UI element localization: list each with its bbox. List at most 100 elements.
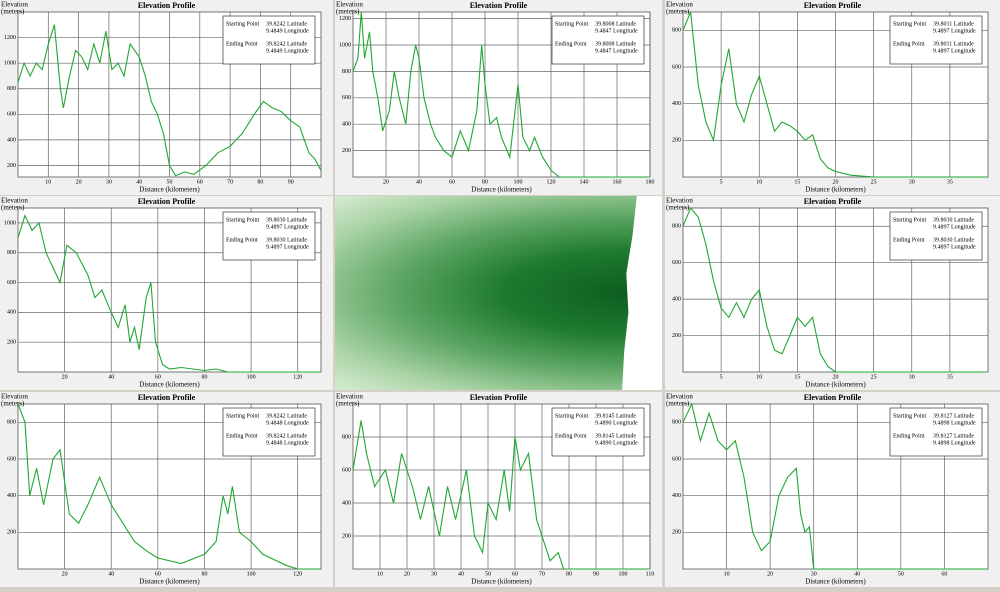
x-tick-label: 50 (485, 571, 491, 577)
chart: Elevation Profile Elevation(meters) Distan… (1, 1, 322, 194)
x-tick-label: 20 (833, 179, 839, 185)
x-tick-label: 80 (201, 571, 207, 577)
elevation-panel: Elevation Profile Elevation (meters) Distan… (0, 196, 333, 390)
y-tick-label: 200 (7, 530, 16, 536)
info-text: 9.4897 Longitude (266, 224, 309, 230)
y-tick-label: 800 (7, 250, 16, 256)
y-tick-label: 400 (672, 101, 681, 107)
y-axis-label: Elevation (1, 1, 28, 9)
y-tick-label: 400 (7, 310, 16, 316)
info-text: Ending Point (555, 41, 587, 47)
info-text: 9.4898 Longitude (933, 420, 976, 426)
chart: Elevation Profile Elevation(meters) Distan… (666, 393, 989, 586)
x-tick-label: 25 (871, 374, 877, 380)
x-tick-label: 30 (106, 179, 112, 185)
y-tick-label: 200 (672, 530, 681, 536)
info-box (222, 15, 316, 65)
x-tick-label: 40 (108, 571, 114, 577)
chart-title: Elevation Profile (804, 1, 862, 10)
info-text: Ending Point (555, 433, 587, 439)
x-tick-label: 15 (794, 179, 800, 185)
x-tick-label: 80 (566, 571, 572, 577)
info-text: Starting Point (893, 21, 927, 27)
x-axis-label: Distance (kilometers) (471, 186, 532, 194)
y-tick-label: 400 (7, 137, 16, 143)
x-tick-label: 120 (547, 179, 556, 185)
info-text: Ending Point (226, 237, 258, 243)
info-text: Starting Point (893, 413, 927, 419)
y-axis-label: Elevation (666, 393, 693, 401)
x-tick-label: 40 (416, 179, 422, 185)
y-tick-label: 200 (7, 340, 16, 346)
x-tick-label: 60 (512, 571, 518, 577)
y-tick-label: 600 (7, 112, 16, 118)
y-tick-label: 400 (672, 296, 681, 302)
chart-title: Elevation Profile (470, 393, 528, 402)
x-tick-label: 20 (404, 571, 410, 577)
elevation-line (682, 402, 988, 570)
info-text: 39.8127 Latitude (933, 413, 974, 419)
x-tick-label: 40 (108, 374, 114, 380)
chart: Elevation Profile Elevation(meters) Distan… (336, 393, 654, 586)
info-text: Starting Point (893, 217, 927, 223)
info-text: 39.8030 Latitude (933, 237, 974, 243)
y-tick-label: 200 (7, 163, 16, 169)
y-tick-label: 200 (342, 533, 351, 539)
y-tick-label: 400 (342, 500, 351, 506)
y-axis-unit: (meters) (1, 204, 25, 212)
y-tick-label: 1000 (4, 61, 16, 67)
x-tick-label: 10 (756, 179, 762, 185)
info-text: Ending Point (226, 433, 258, 439)
x-tick-label: 70 (539, 571, 545, 577)
info-box (889, 407, 983, 457)
info-text: Starting Point (226, 217, 260, 223)
y-tick-label: 600 (7, 456, 16, 462)
info-text: Ending Point (893, 433, 925, 439)
x-axis-label: Distance (kilometers) (805, 381, 866, 389)
y-tick-label: 1000 (4, 220, 16, 226)
y-axis-label: Elevation (336, 393, 363, 401)
y-axis-unit: (meters) (666, 204, 690, 212)
info-text: 9.4848 Longitude (266, 440, 309, 446)
y-axis-label: Elevation (336, 1, 363, 9)
info-box (551, 15, 645, 65)
info-text: 39.8242 Latitude (266, 413, 307, 419)
info-text: 9.4897 Longitude (933, 48, 976, 54)
chart: Elevation Profile Elevation(meters) Distan… (666, 1, 989, 194)
y-tick-label: 600 (7, 280, 16, 286)
x-tick-label: 160 (613, 179, 622, 185)
chart-title: Elevation Profile (138, 1, 196, 10)
x-tick-label: 70 (227, 179, 233, 185)
elevation-line (17, 213, 321, 373)
y-axis-label: Elevation (1, 393, 28, 401)
y-tick-label: 800 (342, 69, 351, 75)
x-tick-label: 20 (62, 374, 68, 380)
y-tick-label: 1200 (339, 16, 351, 22)
info-text: 39.8242 Latitude (266, 41, 307, 47)
x-tick-label: 120 (293, 374, 302, 380)
x-axis-label: Distance (kilometers) (805, 578, 866, 586)
y-tick-label: 600 (672, 64, 681, 70)
x-tick-label: 20 (383, 179, 389, 185)
x-tick-label: 10 (756, 374, 762, 380)
x-tick-label: 20 (833, 374, 839, 380)
chart-title: Elevation Profile (804, 393, 862, 402)
x-tick-label: 140 (580, 179, 589, 185)
x-tick-label: 60 (197, 179, 203, 185)
info-text: 9.4890 Longitude (595, 420, 638, 426)
info-text: Starting Point (226, 413, 260, 419)
x-tick-label: 5 (720, 374, 723, 380)
info-text: 39.8030 Latitude (266, 217, 307, 223)
y-tick-label: 600 (342, 95, 351, 101)
info-text: 9.4897 Longitude (933, 28, 976, 34)
elevation-line (17, 24, 322, 177)
elevation-panel: Elevation Profile Elevation (meters) Distan… (0, 0, 333, 195)
y-axis-unit: (meters) (1, 400, 25, 408)
info-text: 9.4847 Longitude (595, 48, 638, 54)
x-tick-label: 100 (619, 571, 628, 577)
info-text: 9.4847 Longitude (595, 28, 638, 34)
y-tick-label: 400 (342, 122, 351, 128)
x-tick-label: 20 (767, 571, 773, 577)
y-tick-label: 400 (7, 493, 16, 499)
elevation-line (17, 403, 321, 570)
